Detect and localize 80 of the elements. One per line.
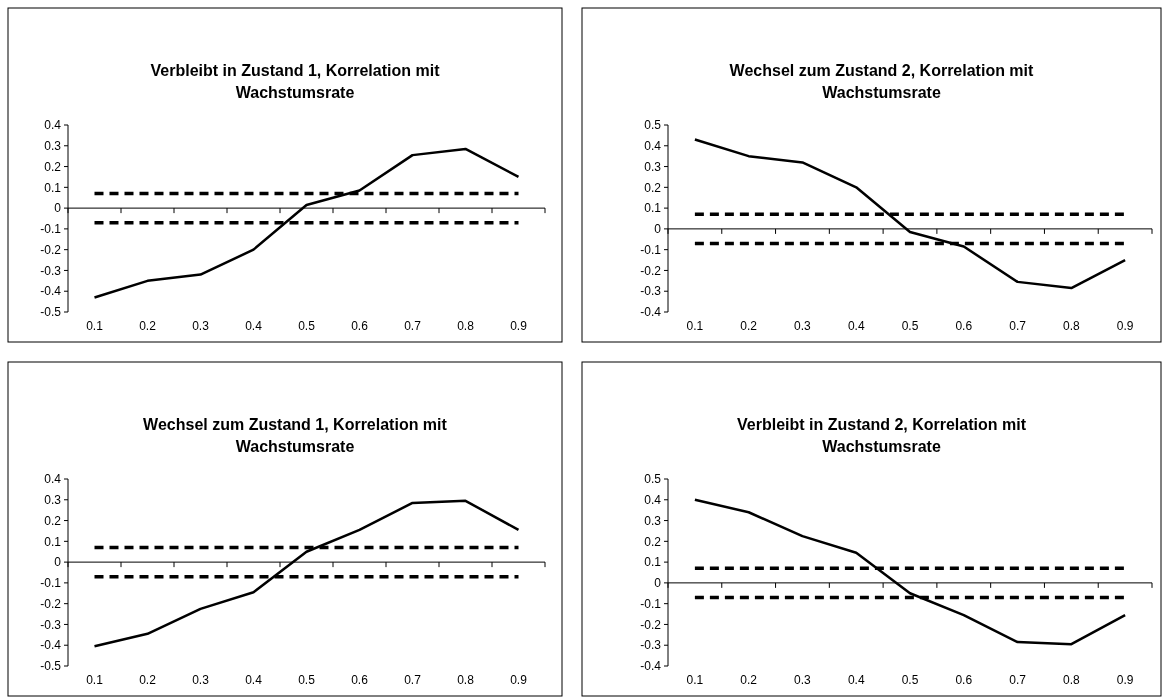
y-tick-label: -0.3 [40, 263, 62, 278]
chart-title: Verbleibt in Zustand 2, Korrelation mit Wachstumsrate [737, 416, 1027, 455]
x-tick-label: 0.5 [298, 319, 316, 333]
y-tick-label: 0 [654, 576, 662, 591]
x-tick-label: 0.8 [1062, 319, 1080, 333]
y-tick-label: 0.4 [44, 472, 62, 487]
y-tick-label: -0.4 [640, 305, 662, 320]
x-tick-label: 0.5 [901, 673, 919, 687]
x-tick-label: 0.9 [1116, 673, 1134, 687]
x-tick-label: 0.7 [1009, 319, 1027, 333]
x-tick-label: 0.8 [457, 319, 475, 333]
y-tick-label: 0.4 [644, 138, 662, 153]
x-tick-label: 0.1 [686, 673, 704, 687]
y-tick-label: 0.1 [644, 555, 662, 570]
x-tick-label: 0.9 [510, 673, 528, 687]
y-tick-label: -0.2 [640, 617, 662, 632]
y-tick-label: 0.5 [644, 472, 662, 487]
y-tick-label: 0.2 [644, 534, 662, 549]
y-tick-label: 0.3 [644, 513, 662, 528]
x-tick-label: 0.1 [86, 673, 104, 687]
x-tick-label: 0.6 [955, 319, 973, 333]
x-tick-label: 0.3 [192, 673, 210, 687]
y-tick-label: 0.3 [44, 138, 62, 153]
x-tick-label: 0.2 [740, 673, 758, 687]
y-tick-label: -0.1 [40, 222, 62, 237]
y-tick-label: -0.1 [640, 596, 662, 611]
y-tick-label: -0.3 [640, 638, 662, 653]
chart-title: Verbleibt in Zustand 1, Korrelation mit Wachstumsrate [150, 62, 441, 101]
x-tick-label: 0.2 [740, 319, 758, 333]
x-tick-label: 0.7 [1009, 673, 1027, 687]
x-tick-label: 0.6 [351, 319, 369, 333]
x-tick-label: 0.6 [351, 673, 369, 687]
x-tick-label: 0.4 [847, 673, 865, 687]
x-tick-label: 0.3 [794, 673, 812, 687]
y-tick-label: 0 [54, 555, 62, 570]
x-tick-label: 0.7 [404, 319, 422, 333]
x-tick-label: 0.2 [139, 319, 157, 333]
y-tick-label: -0.2 [640, 263, 662, 278]
x-tick-label: 0.5 [901, 319, 919, 333]
x-tick-label: 0.2 [139, 673, 157, 687]
y-tick-label: 0.1 [44, 180, 62, 195]
y-tick-label: -0.5 [40, 659, 62, 674]
y-tick-label: -0.1 [40, 576, 62, 591]
y-tick-label: -0.5 [40, 305, 62, 320]
x-tick-label: 0.1 [86, 319, 104, 333]
x-tick-label: 0.9 [1116, 319, 1134, 333]
y-tick-label: 0.2 [44, 159, 62, 174]
y-tick-label: -0.4 [640, 659, 662, 674]
y-tick-label: 0.2 [44, 513, 62, 528]
y-tick-label: -0.1 [640, 242, 662, 257]
y-tick-label: 0.4 [644, 492, 662, 507]
y-tick-label: -0.4 [40, 284, 62, 299]
y-tick-label: -0.4 [40, 638, 62, 653]
x-tick-label: 0.7 [404, 673, 422, 687]
x-tick-label: 0.3 [192, 319, 210, 333]
chart-title: Wechsel zum Zustand 2, Korrelation mit Wachstumsrate [729, 62, 1035, 101]
x-tick-label: 0.4 [245, 673, 263, 687]
y-tick-label: -0.3 [640, 284, 662, 299]
y-tick-label: -0.2 [40, 242, 62, 257]
x-tick-label: 0.1 [686, 319, 704, 333]
y-tick-label: 0.3 [644, 159, 662, 174]
x-tick-label: 0.6 [955, 673, 973, 687]
x-tick-label: 0.4 [847, 319, 865, 333]
x-tick-label: 0.5 [298, 673, 316, 687]
chart-title: Wechsel zum Zustand 1, Korrelation mit Wachstumsrate [143, 416, 448, 455]
x-tick-label: 0.8 [457, 673, 475, 687]
y-tick-label: 0.3 [44, 492, 62, 507]
y-tick-label: 0.5 [644, 118, 662, 133]
x-tick-label: 0.8 [1062, 673, 1080, 687]
y-tick-label: 0.1 [44, 534, 62, 549]
x-tick-label: 0.4 [245, 319, 263, 333]
y-tick-label: -0.3 [40, 617, 62, 632]
x-tick-label: 0.9 [510, 319, 528, 333]
y-tick-label: 0.4 [44, 118, 62, 133]
x-tick-label: 0.3 [794, 319, 812, 333]
y-tick-label: 0 [54, 201, 62, 216]
y-tick-label: 0 [654, 222, 662, 237]
y-tick-label: 0.2 [644, 180, 662, 195]
y-tick-label: -0.2 [40, 596, 62, 611]
y-tick-label: 0.1 [644, 201, 662, 216]
